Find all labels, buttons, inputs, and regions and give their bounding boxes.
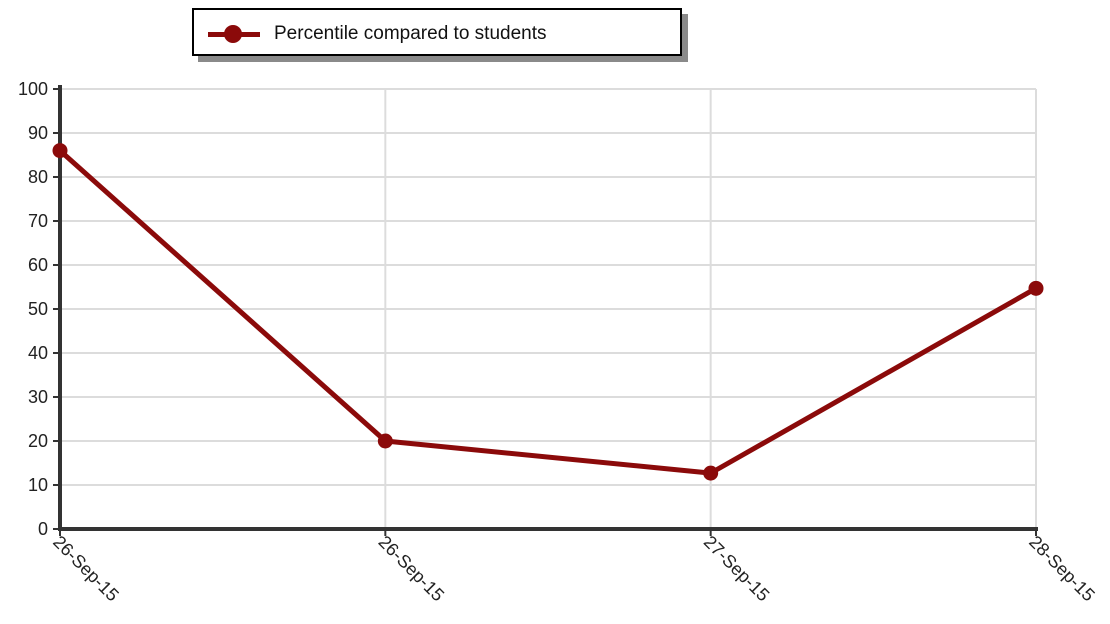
y-tick-label: 60 xyxy=(28,255,48,275)
legend-label: Percentile compared to students xyxy=(274,23,547,44)
y-tick-label: 70 xyxy=(28,211,48,231)
x-tick-label: 28-Sep-15 xyxy=(1025,532,1099,606)
legend: Percentile compared to students xyxy=(192,8,682,56)
y-tick-label: 50 xyxy=(28,299,48,319)
data-point xyxy=(52,143,68,159)
y-tick-label: 0 xyxy=(38,519,48,539)
x-tick-label: 26-Sep-15 xyxy=(49,532,123,606)
y-tick-label: 30 xyxy=(28,387,48,407)
y-tick-label: 80 xyxy=(28,167,48,187)
y-tick-label: 10 xyxy=(28,475,48,495)
y-tick-label: 90 xyxy=(28,123,48,143)
data-point xyxy=(377,433,393,449)
y-tick-label: 40 xyxy=(28,343,48,363)
legend-marker-swatch xyxy=(224,25,242,43)
y-tick-label: 100 xyxy=(18,79,48,99)
x-tick-label: 26-Sep-15 xyxy=(375,532,449,606)
series-line xyxy=(57,148,1039,476)
x-tick-label: 27-Sep-15 xyxy=(700,532,774,606)
data-point xyxy=(1028,280,1044,296)
y-tick-label: 20 xyxy=(28,431,48,451)
data-point xyxy=(703,465,719,481)
